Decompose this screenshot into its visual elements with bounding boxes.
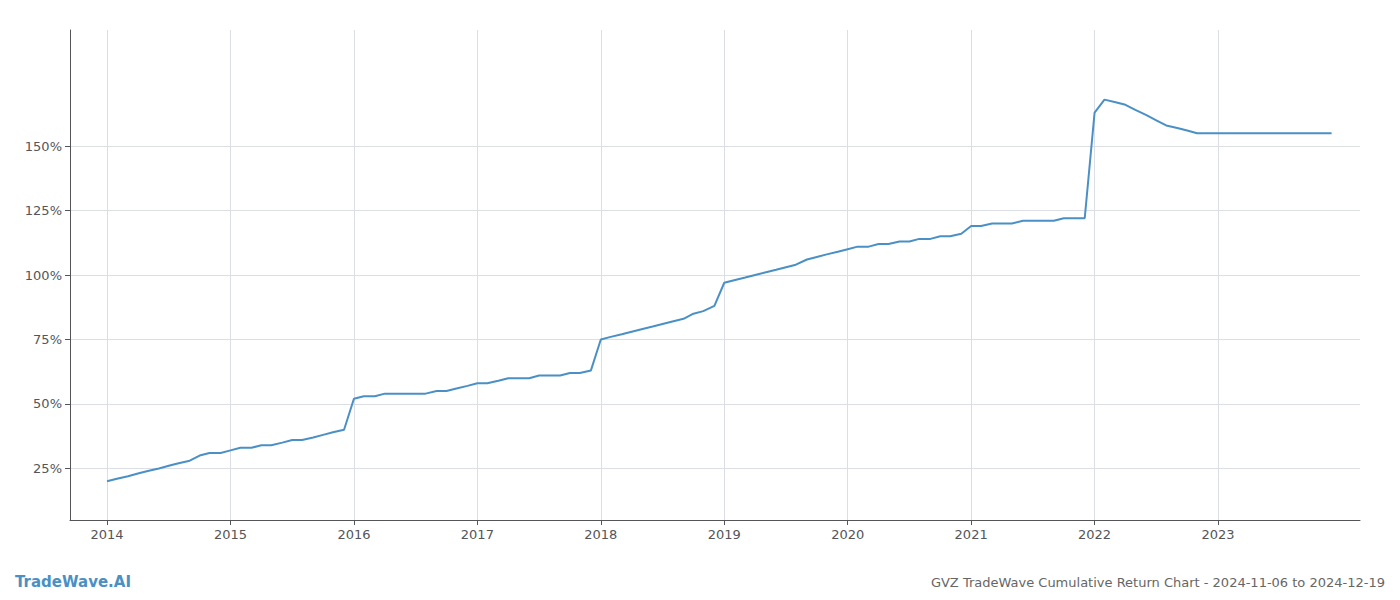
svg-text:2020: 2020 — [831, 527, 864, 542]
svg-text:2017: 2017 — [461, 527, 494, 542]
svg-text:125%: 125% — [25, 203, 62, 218]
svg-text:50%: 50% — [33, 396, 62, 411]
svg-text:2014: 2014 — [90, 527, 123, 542]
svg-text:2016: 2016 — [337, 527, 370, 542]
svg-text:100%: 100% — [25, 268, 62, 283]
svg-text:2018: 2018 — [584, 527, 617, 542]
svg-text:2021: 2021 — [955, 527, 988, 542]
svg-text:2022: 2022 — [1078, 527, 1111, 542]
svg-text:2019: 2019 — [708, 527, 741, 542]
svg-text:2023: 2023 — [1201, 527, 1234, 542]
svg-text:25%: 25% — [33, 461, 62, 476]
svg-text:GVZ TradeWave Cumulative Retur: GVZ TradeWave Cumulative Return Chart - … — [931, 575, 1385, 590]
svg-text:150%: 150% — [25, 139, 62, 154]
svg-text:75%: 75% — [33, 332, 62, 347]
svg-text:TradeWave.AI: TradeWave.AI — [15, 573, 131, 591]
svg-text:2015: 2015 — [214, 527, 247, 542]
